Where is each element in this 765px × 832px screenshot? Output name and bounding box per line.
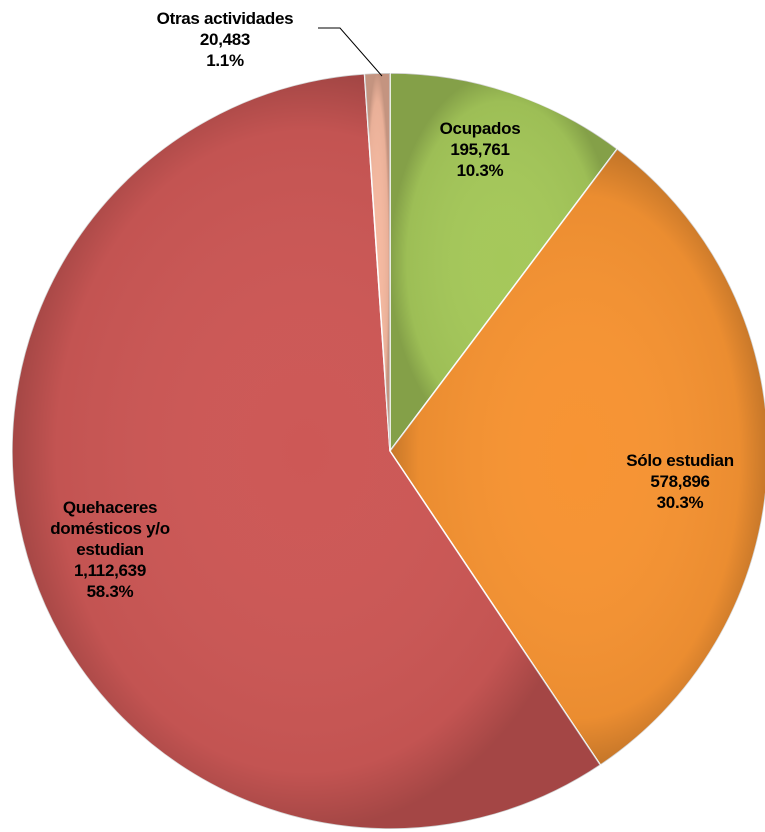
category-label: Otras actividades (156, 9, 294, 28)
category-label: Ocupados (439, 119, 521, 138)
percent-label: 10.3% (456, 161, 504, 180)
value-label: 195,761 (450, 140, 510, 159)
slice-label: Ocupados 195,761 10.3% (420, 118, 540, 181)
value-label: 1,112,639 (74, 561, 146, 580)
category-label: Sólo estudian (626, 451, 734, 470)
value-label: 578,896 (650, 472, 710, 491)
slice-label: Otras actividades 20,483 1.1% (125, 8, 325, 71)
percent-label: 1.1% (206, 51, 244, 70)
leader-line (318, 27, 383, 77)
category-label: Quehaceres domésticos y/o estudian (50, 498, 170, 559)
value-label: 20,483 (199, 30, 251, 49)
slice-label: Quehaceres domésticos y/o estudian 1,112,… (20, 497, 200, 602)
percent-label: 58.3% (86, 582, 134, 601)
slice-label: Sólo estudian 578,896 30.3% (600, 450, 760, 513)
percent-label: 30.3% (656, 493, 704, 512)
